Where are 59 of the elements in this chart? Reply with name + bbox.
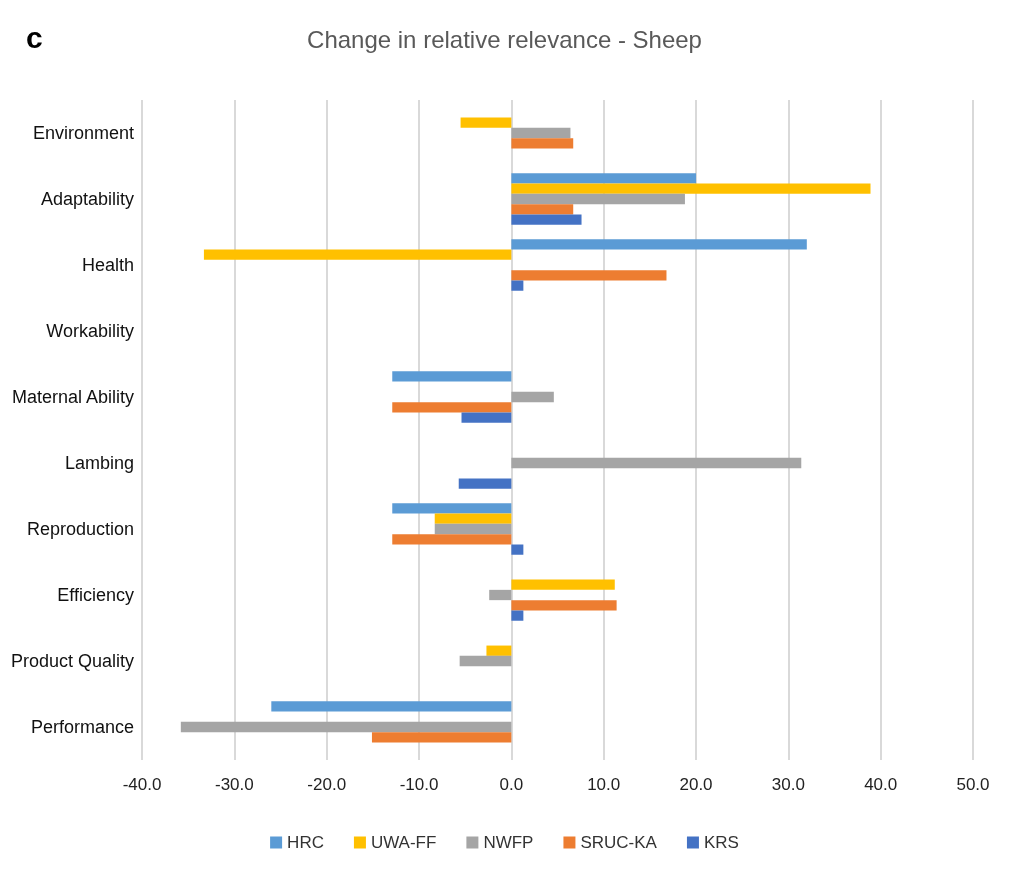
- legend-label: KRS: [703, 833, 739, 852]
- bar: [511, 544, 524, 555]
- bar: [434, 523, 512, 535]
- bar: [511, 610, 524, 621]
- chart-title: Change in relative relevance - Sheep: [307, 25, 702, 53]
- bar: [460, 117, 512, 128]
- y-tick-label: Efficiency: [57, 585, 135, 605]
- bar: [392, 402, 512, 413]
- bar: [458, 478, 512, 489]
- legend-label: SRUC-KA: [580, 833, 658, 852]
- x-tick-label: -20.0: [307, 775, 347, 794]
- x-tick-label: -40.0: [122, 775, 162, 794]
- bar: [511, 127, 571, 139]
- bar: [392, 371, 512, 382]
- bar: [203, 249, 512, 260]
- y-tick-label: Reproduction: [26, 519, 135, 539]
- bar: [511, 173, 697, 184]
- x-tick-label: 50.0: [956, 775, 990, 794]
- bar: [511, 280, 524, 291]
- x-tick-label: 10.0: [587, 775, 621, 794]
- y-tick-label: Maternal Ability: [11, 387, 135, 407]
- y-tick-label: Environment: [32, 123, 135, 143]
- x-tick-label: 30.0: [771, 775, 805, 794]
- bar: [461, 412, 512, 423]
- bar: [434, 513, 512, 524]
- bar: [511, 183, 871, 194]
- bar: [511, 579, 615, 590]
- bar: [511, 193, 685, 205]
- bar: [392, 503, 512, 514]
- bar: [392, 534, 512, 545]
- bar: [511, 204, 574, 215]
- bar: [489, 589, 512, 601]
- x-tick-label: -10.0: [399, 775, 439, 794]
- x-tick-label: 40.0: [864, 775, 898, 794]
- bar: [180, 721, 512, 733]
- y-tick-label: Workability: [46, 321, 135, 341]
- bar: [511, 239, 807, 250]
- bar: [511, 138, 574, 149]
- x-tick-label: 0.0: [499, 775, 524, 794]
- legend-label: HRC: [287, 833, 324, 852]
- bar: [511, 214, 582, 225]
- text: c: [26, 20, 43, 54]
- bar: [511, 457, 802, 469]
- y-tick-label: Performance: [31, 717, 135, 737]
- y-tick-label: Health: [82, 255, 135, 275]
- bar: [511, 600, 617, 611]
- bar: [371, 732, 512, 743]
- y-tick-label: Product Quality: [10, 651, 135, 671]
- bar: [511, 391, 554, 403]
- bar: [486, 645, 512, 656]
- y-tick-label: Adaptability: [40, 189, 135, 209]
- x-tick-label: -30.0: [215, 775, 254, 794]
- bar: [511, 270, 667, 281]
- bar: [459, 655, 512, 667]
- x-tick-label: 20.0: [679, 775, 713, 794]
- legend-label: NWFP: [483, 833, 534, 852]
- legend-label: UWA-FF: [370, 833, 437, 852]
- bar: [271, 701, 512, 712]
- y-tick-label: Lambing: [65, 453, 135, 473]
